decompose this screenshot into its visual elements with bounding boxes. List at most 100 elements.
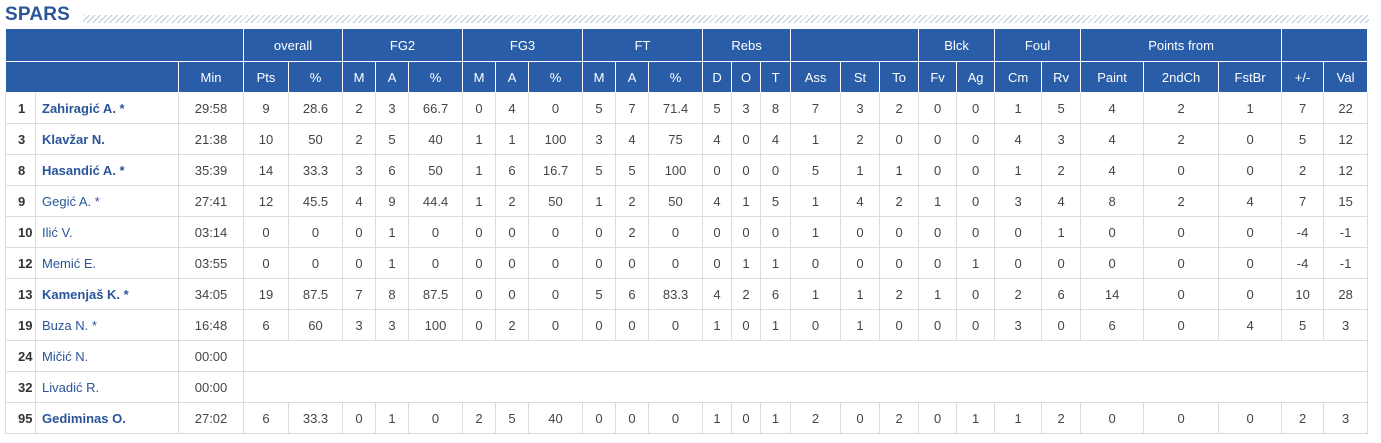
player-row: 3 Klavžar N. 21:38 10 50 2 5 40 1 1 100 3 4 75 4 0 4 1 2 0 0…	[5, 123, 1369, 155]
column-header[interactable]: %	[408, 61, 464, 93]
column-header[interactable]: 2ndCh	[1143, 61, 1220, 93]
column-header[interactable]: M	[582, 61, 617, 93]
stat-cell: 3	[375, 92, 410, 124]
stat-cell: 50	[648, 185, 704, 217]
stat-cell: 3	[375, 309, 410, 341]
column-header[interactable]: St	[840, 61, 881, 93]
player-row: 19 Buza N. * 16:48 6 60 3 3 100 0 2 0 0 0 0 1 0 1 0 1 0 0 0 3 0…	[5, 309, 1369, 341]
stat-cell: 0	[1143, 402, 1220, 434]
stat-cell: 35:39	[177, 154, 245, 186]
player-name-link[interactable]: Gegić A. *	[35, 185, 179, 217]
stat-cell: 0	[1143, 247, 1220, 279]
player-row: 95 Gediminas O. 27:02 6 33.3 0 1 0 2 5 40 0 0 0 1 0 1 2 0 2…	[5, 402, 1369, 434]
column-header[interactable]: Paint	[1080, 61, 1145, 93]
column-header[interactable]: Fv	[918, 61, 958, 93]
column-header[interactable]: Rv	[1041, 61, 1082, 93]
stat-cell: 75	[648, 123, 704, 155]
player-name-link[interactable]: Livadić R.	[35, 371, 179, 403]
stat-cell: 0	[790, 309, 842, 341]
stat-cell: 22	[1323, 92, 1369, 124]
stat-cell: 5	[760, 185, 792, 217]
stat-cell: 27:41	[177, 185, 245, 217]
stat-cell: 33.3	[288, 402, 344, 434]
column-header[interactable]: M	[342, 61, 377, 93]
column-header[interactable]: D	[702, 61, 733, 93]
stat-cell: 0	[840, 247, 881, 279]
stat-cell: 33.3	[288, 154, 344, 186]
stat-cell: 0	[342, 247, 377, 279]
stat-cell: 100	[528, 123, 584, 155]
stat-cell: 1	[702, 402, 733, 434]
column-header[interactable]: +/-	[1281, 61, 1325, 93]
stat-cell: 5	[615, 154, 650, 186]
column-header[interactable]: A	[615, 61, 650, 93]
group-header-fg3: FG3	[462, 28, 584, 62]
column-header[interactable]: Min	[177, 61, 245, 93]
column-header[interactable]: O	[731, 61, 762, 93]
column-header[interactable]: Ag	[956, 61, 996, 93]
stat-cell: 0	[994, 247, 1043, 279]
player-number: 8	[5, 154, 36, 186]
stat-cell: 0	[408, 216, 464, 248]
stat-cell: 0	[528, 92, 584, 124]
column-header[interactable]: T	[760, 61, 792, 93]
player-name-link[interactable]: Klavžar N.	[35, 123, 179, 155]
player-name-link[interactable]: Kamenjaš K. *	[35, 278, 179, 310]
player-name-link[interactable]: Buza N. *	[35, 309, 179, 341]
stat-cell: 1	[790, 123, 842, 155]
stat-cell: 0	[1041, 309, 1082, 341]
column-header[interactable]: A	[375, 61, 410, 93]
stat-cell: 0	[879, 123, 920, 155]
stat-cell: 1	[375, 247, 410, 279]
column-header[interactable]: To	[879, 61, 920, 93]
column-header[interactable]: Ass	[790, 61, 842, 93]
column-header[interactable]: M	[462, 61, 497, 93]
player-name-link[interactable]: Ilić V.	[35, 216, 179, 248]
column-header[interactable]: FstBr	[1218, 61, 1283, 93]
column-header[interactable]: Cm	[994, 61, 1043, 93]
stat-cell: 12	[1323, 123, 1369, 155]
stat-cell: 0	[702, 247, 733, 279]
player-name-link[interactable]: Mičić N.	[35, 340, 179, 372]
player-name-link[interactable]: Zahiragić A. *	[35, 92, 179, 124]
column-header[interactable]: %	[648, 61, 704, 93]
column-header[interactable]: %	[528, 61, 584, 93]
stat-cell: -4	[1281, 247, 1325, 279]
stat-cell: 3	[1323, 402, 1369, 434]
stat-cell: 34:05	[177, 278, 245, 310]
stat-cell: 1	[760, 402, 792, 434]
player-name-link[interactable]: Hasandić A. *	[35, 154, 179, 186]
stat-cell: 00:00	[177, 371, 245, 403]
stat-cell: 2	[879, 278, 920, 310]
column-header[interactable]: A	[495, 61, 530, 93]
stat-cell: 5	[1281, 123, 1325, 155]
player-row: 24 Mičić N. 00:00	[5, 340, 1369, 372]
column-header[interactable]: Val	[1323, 61, 1369, 93]
stat-cell: 2	[1143, 123, 1220, 155]
player-name-link[interactable]: Gediminas O.	[35, 402, 179, 434]
stat-cell: 7	[790, 92, 842, 124]
stat-cell: 4	[1218, 309, 1283, 341]
stat-cell: 0	[840, 402, 881, 434]
stat-cell: 0	[918, 123, 958, 155]
stat-cell: 6	[495, 154, 530, 186]
title-decoration	[83, 15, 1369, 23]
stat-cell: 2	[1041, 154, 1082, 186]
player-number: 32	[5, 371, 36, 403]
player-name-link[interactable]: Memić E.	[35, 247, 179, 279]
stat-cell: 0	[956, 123, 996, 155]
stat-cell: 2	[495, 309, 530, 341]
stat-cell: 0	[918, 216, 958, 248]
stat-cell: 2	[879, 185, 920, 217]
stat-cell: 0	[462, 309, 497, 341]
stat-cell: 14	[243, 154, 290, 186]
stat-cell: 4	[342, 185, 377, 217]
column-header[interactable]: %	[288, 61, 344, 93]
column-header[interactable]: Pts	[243, 61, 290, 93]
stat-cell: 5	[582, 92, 617, 124]
stat-cell: 14	[1080, 278, 1145, 310]
stat-cell: 2	[840, 123, 881, 155]
stat-cell: 2	[1143, 92, 1220, 124]
column-header-row: Min Pts% M A% M A% M A% D O T Ass St To Fv Ag Cm Rv Paint 2…	[5, 61, 1369, 93]
stat-cell: 28.6	[288, 92, 344, 124]
